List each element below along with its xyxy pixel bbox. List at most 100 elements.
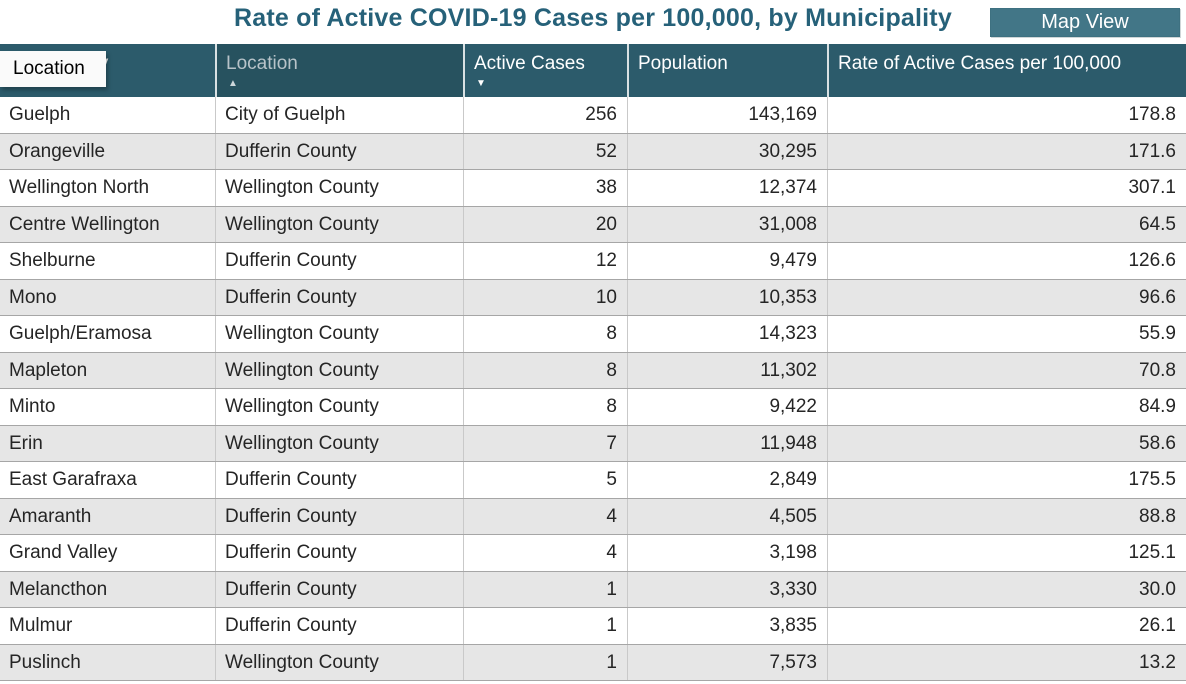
cell-population: 9,422 <box>627 389 827 425</box>
cell-rate: 70.8 <box>827 352 1186 388</box>
table-row[interactable]: Minto Wellington County 8 9,422 84.9 <box>0 389 1186 426</box>
cell-location: City of Guelph <box>215 97 463 133</box>
table-row[interactable]: Shelburne Dufferin County 12 9,479 126.6 <box>0 243 1186 280</box>
cell-rate: 84.9 <box>827 389 1186 425</box>
cell-municipality: Orangeville <box>9 140 106 162</box>
cell-municipality: East Garafraxa <box>9 469 137 490</box>
column-header-population-label: Population <box>638 53 728 74</box>
table-row[interactable]: Guelph/Eramosa Wellington County 8 14,323 55… <box>0 316 1186 353</box>
column-header-population[interactable]: Population <box>627 44 827 97</box>
cell-location: Wellington County <box>215 352 463 388</box>
cell-active-cases: 1 <box>463 608 627 644</box>
cell-location: Dufferin County <box>215 243 463 279</box>
table-row[interactable]: Guelph City of Guelph 256 143,169 178.8 <box>0 97 1186 134</box>
cell-rate: 126.6 <box>827 243 1186 279</box>
cell-location: Wellington County <box>215 425 463 461</box>
cell-location: Dufferin County <box>215 535 463 571</box>
cell-rate: 55.9 <box>827 316 1186 352</box>
table-row[interactable]: Puslinch Wellington County 1 7,573 13.2 <box>0 644 1186 681</box>
cell-active-cases: 52 <box>463 133 627 169</box>
cell-municipality: Melancthon <box>9 578 108 600</box>
cell-population: 4,505 <box>627 498 827 534</box>
cell-active-cases: 10 <box>463 279 627 315</box>
title-bar: Rate of Active COVID-19 Cases per 100,00… <box>0 0 1186 44</box>
table-row[interactable]: Mapleton Wellington County 8 11,302 70.8 <box>0 352 1186 389</box>
table-row[interactable]: East Garafraxa Dufferin County 5 2,849 175.5 <box>0 462 1186 499</box>
table-row[interactable]: Erin Wellington County 7 11,948 58.6 <box>0 425 1186 462</box>
cell-population: 14,323 <box>627 316 827 352</box>
cell-active-cases: 4 <box>463 535 627 571</box>
table-body: Guelph City of Guelph 256 143,169 178.8 Orang… <box>0 97 1186 681</box>
cell-rate: 96.6 <box>827 279 1186 315</box>
cell-active-cases: 8 <box>463 352 627 388</box>
cell-municipality: Wellington North <box>9 177 150 198</box>
cell-location: Wellington County <box>215 170 463 206</box>
cell-municipality: Guelph <box>9 104 71 125</box>
cell-active-cases: 12 <box>463 243 627 279</box>
cell-rate: 171.6 <box>827 133 1186 169</box>
table-row[interactable]: Centre Wellington Wellington County 20 31,0… <box>0 206 1186 243</box>
cell-population: 2,849 <box>627 462 827 498</box>
cell-location: Dufferin County <box>215 279 463 315</box>
column-header-location[interactable]: Location ▲ <box>215 44 463 97</box>
cell-rate: 125.1 <box>827 535 1186 571</box>
map-view-button[interactable]: Map View <box>990 8 1180 37</box>
table-row[interactable]: Mulmur Dufferin County 1 3,835 26.1 <box>0 608 1186 645</box>
cell-location: Dufferin County <box>215 462 463 498</box>
table-row[interactable]: Grand Valley Dufferin County 4 3,198 125.1 <box>0 535 1186 572</box>
table-row[interactable]: Amaranth Dufferin County 4 4,505 88.8 <box>0 498 1186 535</box>
cell-population: 3,835 <box>627 608 827 644</box>
column-header-location-label: Location <box>226 53 298 74</box>
table-row[interactable]: Orangeville Dufferin County 52 30,295 171.6 <box>0 133 1186 170</box>
cell-active-cases: 8 <box>463 389 627 425</box>
table-row[interactable]: Wellington North Wellington County 38 12,37… <box>0 170 1186 207</box>
cell-active-cases: 5 <box>463 462 627 498</box>
cell-rate: 13.2 <box>827 644 1186 680</box>
cell-municipality: Minto <box>9 396 56 417</box>
cell-municipality: Mapleton <box>9 359 88 381</box>
cell-location: Wellington County <box>215 206 463 242</box>
cell-population: 9,479 <box>627 243 827 279</box>
table-row[interactable]: Mono Dufferin County 10 10,353 96.6 <box>0 279 1186 316</box>
column-tooltip: Location <box>0 51 106 87</box>
cell-location: Wellington County <box>215 389 463 425</box>
column-header-active-cases-label: Active Cases <box>474 53 585 74</box>
page-title: Rate of Active COVID-19 Cases per 100,00… <box>234 4 952 32</box>
sort-ascending-icon: ▲ <box>228 78 238 89</box>
cell-municipality: Amaranth <box>9 505 92 527</box>
cell-rate: 307.1 <box>827 170 1186 206</box>
cell-location: Dufferin County <box>215 608 463 644</box>
cell-active-cases: 8 <box>463 316 627 352</box>
cell-active-cases: 256 <box>463 97 627 133</box>
cell-rate: 64.5 <box>827 206 1186 242</box>
cell-rate: 178.8 <box>827 97 1186 133</box>
cell-rate: 26.1 <box>827 608 1186 644</box>
cell-population: 143,169 <box>627 97 827 133</box>
column-header-active-cases[interactable]: Active Cases ▼ <box>463 44 627 97</box>
cell-population: 11,302 <box>627 352 827 388</box>
cell-active-cases: 4 <box>463 498 627 534</box>
column-header-rate-label: Rate of Active Cases per 100,000 <box>838 53 1122 74</box>
cell-active-cases: 1 <box>463 644 627 680</box>
cell-location: Dufferin County <box>215 571 463 607</box>
table-row[interactable]: Melancthon Dufferin County 1 3,330 30.0 <box>0 571 1186 608</box>
cell-rate: 58.6 <box>827 425 1186 461</box>
cell-municipality: Erin <box>9 432 43 454</box>
cell-active-cases: 1 <box>463 571 627 607</box>
cell-municipality: Guelph/Eramosa <box>9 323 152 344</box>
cell-active-cases: 20 <box>463 206 627 242</box>
cell-municipality: Grand Valley <box>9 542 118 563</box>
cell-population: 3,198 <box>627 535 827 571</box>
cell-population: 3,330 <box>627 571 827 607</box>
cell-municipality: Mulmur <box>9 615 73 636</box>
cell-municipality: Shelburne <box>9 250 96 271</box>
cell-population: 7,573 <box>627 644 827 680</box>
cell-active-cases: 38 <box>463 170 627 206</box>
cell-population: 10,353 <box>627 279 827 315</box>
table-header-row: Municipality Location ▲ Active Cases ▼ P… <box>0 44 1186 97</box>
cell-municipality: Centre Wellington <box>9 213 160 235</box>
sort-descending-icon: ▼ <box>476 78 486 89</box>
cell-municipality: Puslinch <box>9 651 81 673</box>
column-header-rate[interactable]: Rate of Active Cases per 100,000 <box>827 44 1186 97</box>
